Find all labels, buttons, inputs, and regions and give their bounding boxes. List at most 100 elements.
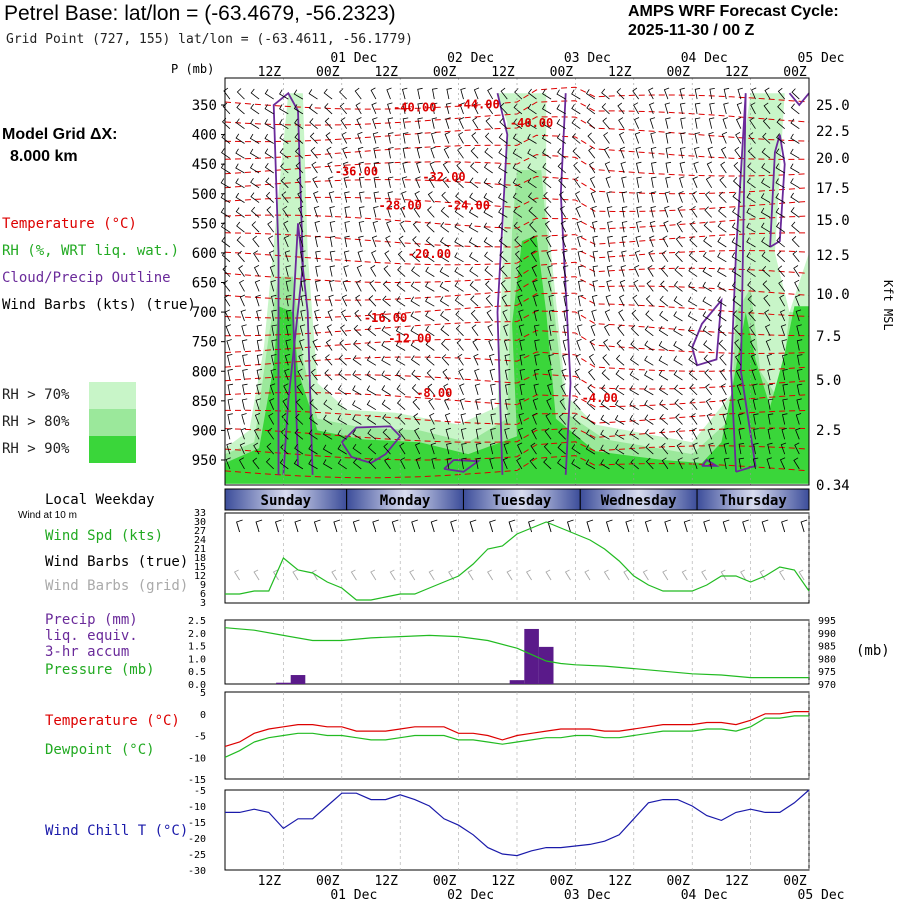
wind-tick-label: 27 [194,526,206,537]
wind-barb [543,458,552,470]
wind-barb [235,148,245,159]
legend-rh: RH (%, WRT liq. wat.) [2,243,180,259]
top-time-label: 00Z [666,65,690,80]
wind-barb [337,384,347,396]
wind-barb [663,87,670,100]
wind-barb [416,146,423,159]
wind-barb [498,222,508,233]
isotherm-line [224,196,810,213]
wind-barb [575,205,581,218]
surface-barb-true [352,519,360,533]
precip-bar [509,680,525,684]
wind-barb [359,206,365,218]
wind-barb [227,354,233,366]
wind-barb [717,222,727,233]
wind-barb [795,427,801,440]
wind-barb [402,102,408,114]
wind-barb [587,132,596,144]
legend-rh80: RH > 80% [2,414,70,430]
wind-barb [401,191,407,203]
wind-barb [607,235,613,248]
wind-barb [430,146,436,159]
top-date-label: 02 Dec [447,51,494,66]
wind-barb [443,146,450,159]
pressure-line [224,627,809,679]
cloud-outline-6 [559,93,572,475]
wind-barb [297,368,304,381]
wind-barb [344,206,350,218]
wind-barb [750,102,756,115]
wind-barb [294,443,304,455]
wind-barb [731,252,742,263]
surface-barb-grid [448,569,455,581]
wind-barb [417,102,423,114]
wind-barb [417,87,423,100]
wind-barb [746,192,756,203]
wind-barb [322,429,333,440]
surface-barb-grid [720,569,727,581]
wind-barb [692,176,698,188]
wind-barb [356,265,363,277]
wind-barb [530,442,537,455]
wind-barb [547,368,554,381]
surface-barb-true [430,519,438,533]
wind-barb [325,132,333,144]
isotherm-label: -20.00 [408,247,451,261]
wind-barb [694,146,700,159]
wind-barb [636,206,642,218]
wind-barb [352,414,362,425]
wind-barb [571,444,581,455]
wind-barb [223,280,231,292]
wind-barb [485,117,494,129]
wind-barb [721,131,728,144]
wind-barb [737,398,743,410]
surface-barb-grid [662,569,669,581]
wind-barb [687,296,698,307]
wind-barb [402,147,409,159]
wind-barb [790,207,800,218]
wind-barb [252,235,260,248]
wind-barb [299,324,306,336]
wind-barb [220,178,231,189]
wind-barb [702,311,712,322]
grid-point-label: Grid Point (727, 155) lat/lon = (-63.461… [6,32,413,47]
wind-barb [616,88,625,100]
wind-barb [645,295,654,307]
pressure-tick-label: 550 [192,216,217,232]
top-date-label: 01 Dec [330,51,377,66]
wind-barb [299,235,306,248]
wind-barb [589,339,596,351]
wind-barb [454,207,464,218]
wind-barb [295,413,304,425]
wind-barb [680,117,686,129]
wind-barb [254,279,261,292]
wind-barb [265,177,274,189]
wind-barb [282,205,289,218]
wind-barb [515,265,523,277]
wind-barb [675,250,683,263]
bottom-time-label: 00Z [550,874,574,889]
wind-barb [444,131,450,144]
wind-barb [249,163,260,174]
wind-barb [688,266,698,277]
wind-barb [249,148,260,159]
top-time-label: 12Z [725,65,749,80]
wind-barb [294,428,304,440]
wind-barb [665,161,672,174]
wind-barb [315,250,321,262]
wind-barb [238,279,245,292]
wind-barb [601,103,610,115]
wind-barb [707,146,713,159]
page-title: Petrel Base: lat/lon = (-63.4679, -56.23… [4,2,396,25]
wind-barb [443,383,450,396]
wind-barb [355,294,362,307]
wind-barb [310,146,318,159]
wind-barb [543,443,552,455]
wind-barb [746,266,756,277]
wind-barb [673,281,683,292]
wind-barb [543,191,552,203]
wind-barb [527,88,537,100]
wind-barb [603,324,610,336]
wind-barb [694,102,701,114]
wind-barb [279,118,289,130]
